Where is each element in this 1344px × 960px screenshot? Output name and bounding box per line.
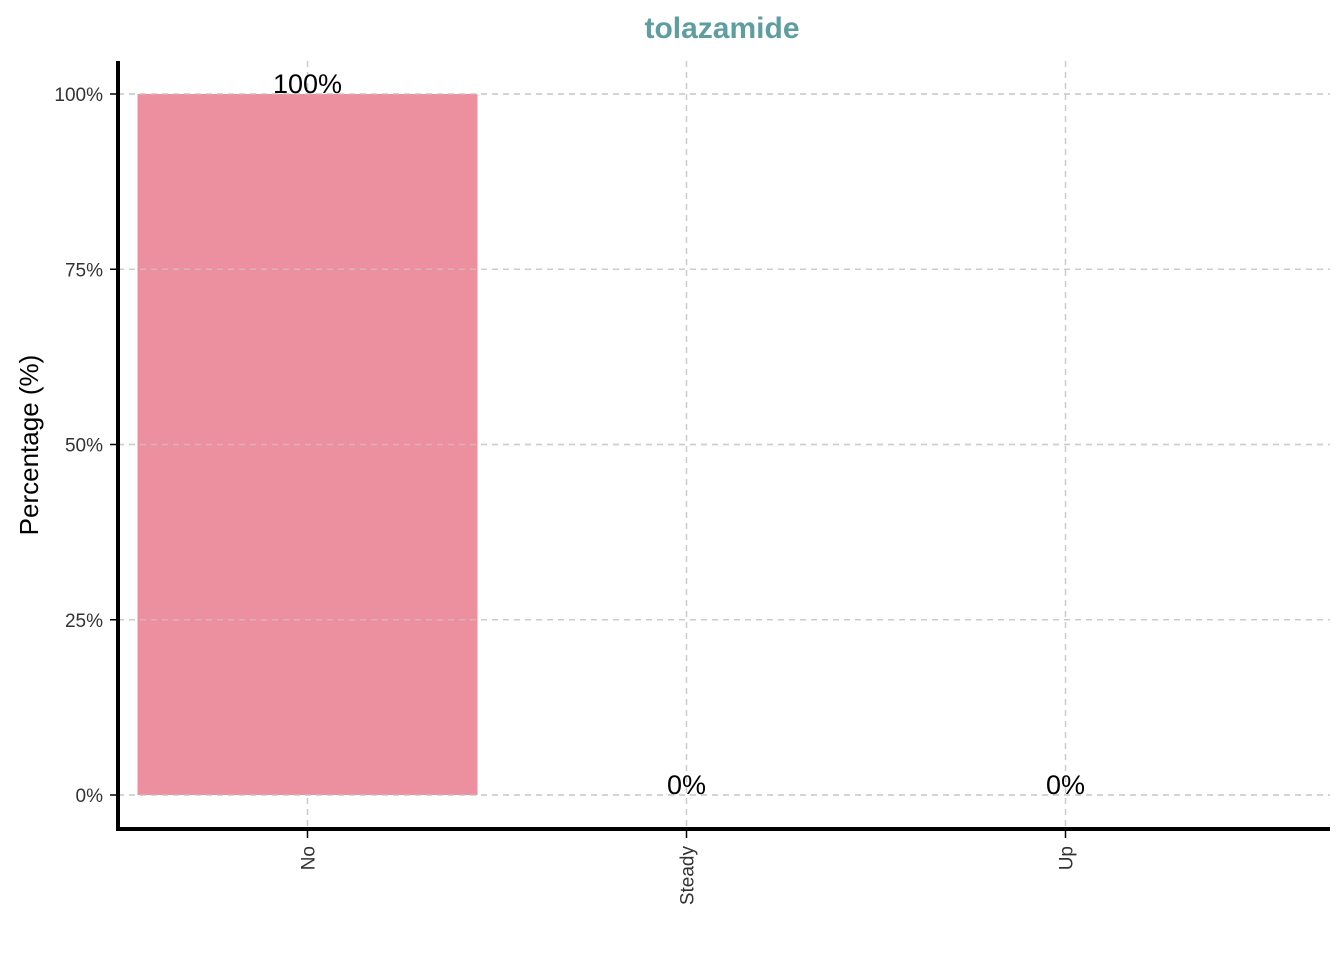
y-tick-label: 25% <box>65 611 103 632</box>
y-axis-label: Percentage (%) <box>14 355 44 536</box>
y-tick-label: 75% <box>65 260 103 281</box>
y-tick-label: 50% <box>65 436 103 457</box>
x-tick-label: No <box>299 846 320 870</box>
x-tick-label: Up <box>1057 846 1078 870</box>
y-tick-label: 0% <box>76 786 104 807</box>
data-label: 0% <box>1046 770 1085 800</box>
data-label: 0% <box>667 770 706 800</box>
y-axis-ticks: 0% 25% 50% 75% 100% <box>54 85 118 807</box>
x-tick-label: Steady <box>678 846 699 906</box>
bars <box>118 93 1330 796</box>
data-label: 100% <box>273 69 342 99</box>
y-tick-label: 100% <box>54 85 103 106</box>
data-labels: 100% 0% 0% <box>273 69 1085 800</box>
chart-title: tolazamide <box>644 12 799 45</box>
x-axis-ticks: No Steady Up <box>299 830 1078 905</box>
